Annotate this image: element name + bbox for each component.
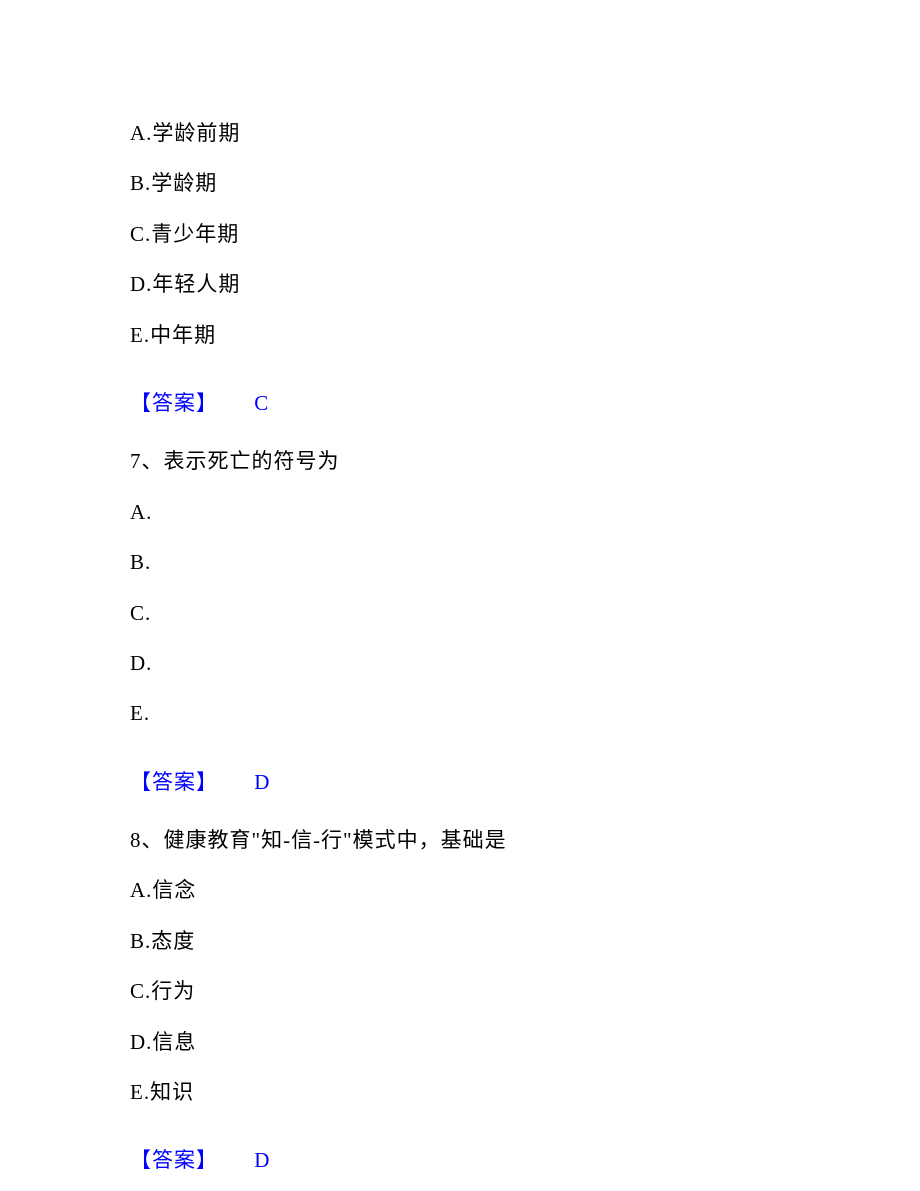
q7-option-e: E. (130, 688, 790, 738)
q8-answer-value: D (254, 1148, 270, 1172)
q6-answer-label: 【答案】 (130, 391, 218, 415)
q8-option-a: A.信念 (130, 865, 790, 915)
q6-answer-value: C (254, 391, 269, 415)
q7-stem: 7、表示死亡的符号为 (130, 436, 790, 486)
q7-option-a: A. (130, 487, 790, 537)
q8-option-d: D.信息 (130, 1017, 790, 1067)
q8-answer: 【答案】 D (130, 1135, 790, 1185)
q6-option-a: A.学龄前期 (130, 108, 790, 158)
q7-answer-label: 【答案】 (130, 770, 218, 794)
q7-answer-value: D (254, 770, 270, 794)
q6-option-e: E.中年期 (130, 310, 790, 360)
q8-stem: 8、健康教育"知-信-行"模式中，基础是 (130, 815, 790, 865)
q7-option-c: C. (130, 588, 790, 638)
q8-option-b: B.态度 (130, 916, 790, 966)
q6-option-d: D.年轻人期 (130, 259, 790, 309)
q7-option-d: D. (130, 638, 790, 688)
q6-option-b: B.学龄期 (130, 158, 790, 208)
q8-answer-label: 【答案】 (130, 1148, 218, 1172)
q6-answer: 【答案】 C (130, 378, 790, 428)
q7-answer: 【答案】 D (130, 757, 790, 807)
q8-option-c: C.行为 (130, 966, 790, 1016)
q6-option-c: C.青少年期 (130, 209, 790, 259)
q7-option-b: B. (130, 537, 790, 587)
q8-option-e: E.知识 (130, 1067, 790, 1117)
